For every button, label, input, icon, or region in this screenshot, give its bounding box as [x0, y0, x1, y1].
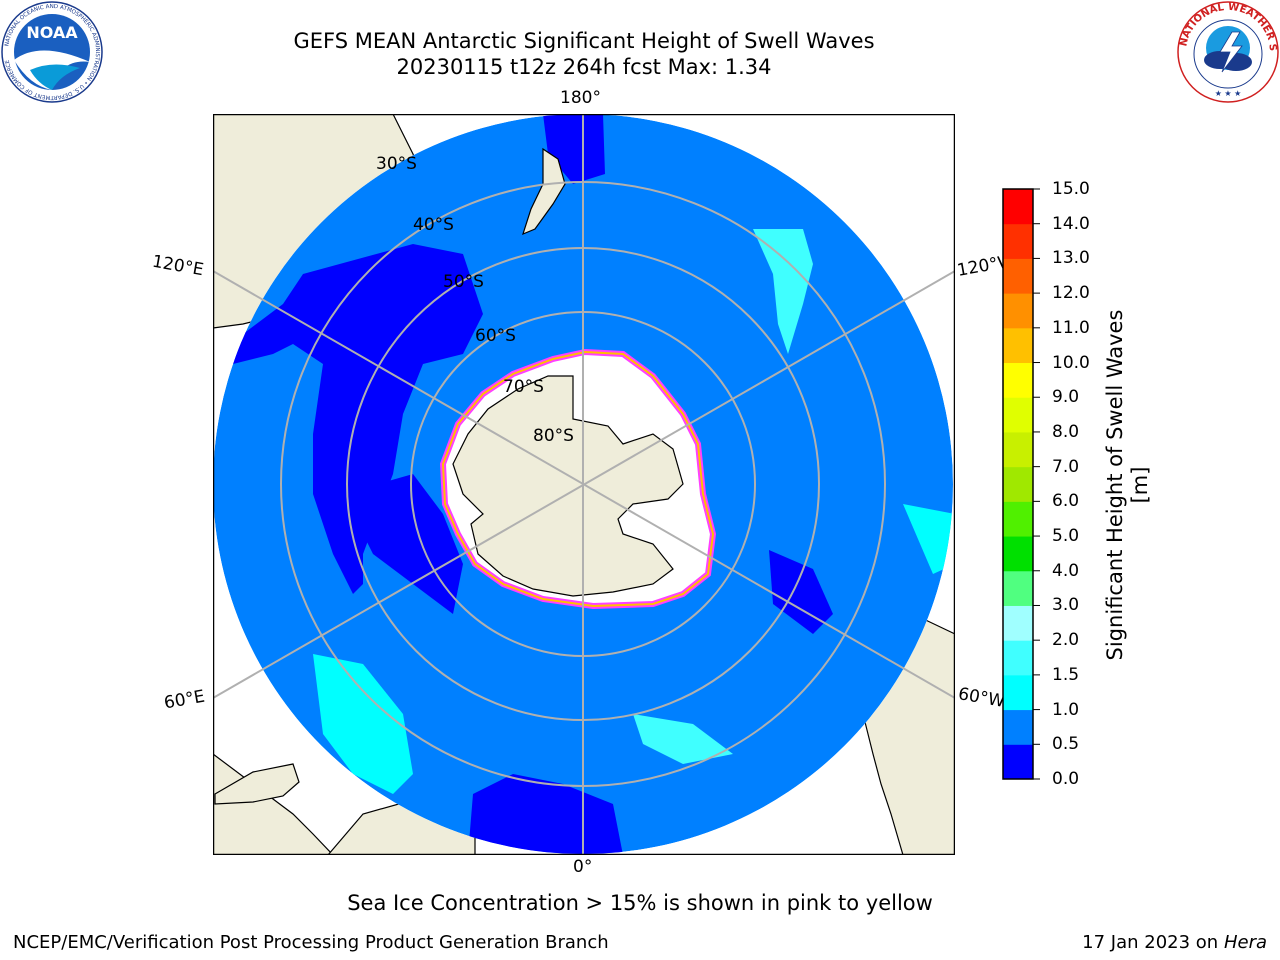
colorbar-band — [1003, 431, 1033, 468]
colorbar-band — [1003, 327, 1033, 364]
footer-host: Hera — [1223, 932, 1267, 953]
land-new-zealand — [522, 147, 566, 236]
chart-subtitle: 20230115 t12z 264h fcst Max: 1.34 — [396, 55, 772, 79]
noaa-logo: NOAA NATIONAL OCEANIC AND ATMOSPHERIC AD… — [1, 1, 103, 103]
svg-text:★ ★ ★: ★ ★ ★ — [1215, 89, 1242, 98]
longitude-lines — [213, 114, 955, 855]
swell-cyan-2 — [753, 229, 813, 354]
colorbar-tick-label: 10.0 — [1052, 352, 1090, 373]
colorbar-tick-label: 14.0 — [1052, 213, 1090, 234]
lon-label-180: 180° — [560, 88, 601, 108]
colorbar-tick-label: 4.0 — [1052, 560, 1080, 581]
colorbar-tick-label: 0.0 — [1052, 769, 1080, 789]
polar-map: 30°S 40°S 50°S 60°S 70°S 80°S — [213, 114, 955, 855]
colorbar — [1002, 188, 1040, 780]
colorbar-band — [1003, 501, 1033, 537]
colorbar-tick-label: 1.5 — [1052, 664, 1080, 685]
colorbar-tick-label: 2.0 — [1052, 630, 1080, 651]
colorbar-band — [1003, 293, 1033, 329]
colorbar-tick-label: 5.0 — [1052, 526, 1080, 547]
sea-ice-note: Sea Ice Concentration > 15% is shown in … — [347, 891, 933, 915]
colorbar-tick-label: 6.0 — [1052, 491, 1080, 512]
footer-credit: NCEP/EMC/Verification Post Processing Pr… — [13, 932, 609, 953]
colorbar-tick-label: 3.0 — [1052, 595, 1080, 616]
chart-title: GEFS MEAN Antarctic Significant Height o… — [293, 29, 875, 53]
colorbar-title: Significant Height of Swell Waves [m] — [1103, 309, 1152, 661]
lat-label-70s: 70°S — [503, 377, 544, 397]
low-swell-indian — [233, 244, 483, 594]
lon-label-120e: 120°E — [150, 251, 206, 281]
colorbar-band — [1003, 570, 1033, 606]
lon-label-60e: 60°E — [162, 686, 207, 714]
low-swell-indian-2 — [343, 474, 463, 614]
colorbar-tick-label: 8.0 — [1052, 421, 1080, 442]
lon-label-60w: 60°W — [956, 684, 1007, 712]
colorbar-tick-label: 7.0 — [1052, 456, 1080, 477]
lat-label-40s: 40°S — [413, 215, 454, 235]
colorbar-band — [1003, 223, 1033, 259]
lat-label-30s: 30°S — [376, 154, 417, 174]
colorbar-tick-label: 11.0 — [1052, 317, 1090, 338]
colorbar-tick-label: 1.0 — [1052, 699, 1080, 720]
footer-date-text: 17 Jan 2023 on — [1082, 932, 1224, 953]
colorbar-band — [1003, 605, 1033, 641]
noaa-logo-text: NOAA — [26, 23, 78, 42]
colorbar-band — [1003, 709, 1033, 745]
colorbar-band — [1003, 189, 1033, 225]
colorbar-tick-label: 15.0 — [1052, 179, 1090, 199]
lat-label-80s: 80°S — [533, 426, 574, 446]
nws-logo: NATIONAL WEATHER SERVICE ★ ★ ★ — [1176, 0, 1279, 103]
colorbar-tick-label: 9.0 — [1052, 387, 1080, 408]
colorbar-band — [1003, 362, 1033, 398]
footer-date: 17 Jan 2023 on Hera — [1082, 932, 1267, 953]
low-swell-south-atlantic — [468, 774, 623, 854]
colorbar-band — [1003, 466, 1033, 502]
colorbar-band — [1003, 397, 1033, 433]
lat-label-60s: 60°S — [475, 326, 516, 346]
land-antarctica — [452, 375, 684, 597]
colorbar-band — [1003, 640, 1033, 676]
swell-cyan-1 — [313, 654, 413, 794]
colorbar-band — [1003, 258, 1033, 294]
lat-label-50s: 50°S — [443, 272, 484, 292]
colorbar-band — [1003, 536, 1033, 572]
colorbar-tick-label: 13.0 — [1052, 248, 1090, 269]
colorbar-tick-label: 0.5 — [1052, 734, 1080, 755]
colorbar-band — [1003, 744, 1033, 780]
colorbar-tick-label: 12.0 — [1052, 283, 1090, 304]
colorbar-band — [1003, 674, 1033, 711]
swell-cyan-4 — [633, 714, 733, 764]
low-swell-patagonia — [769, 550, 833, 634]
lon-label-0: 0° — [573, 857, 593, 877]
land-madagascar — [214, 763, 300, 805]
sea-ice-inner — [441, 350, 715, 608]
swell-cyan-3 — [903, 504, 953, 574]
